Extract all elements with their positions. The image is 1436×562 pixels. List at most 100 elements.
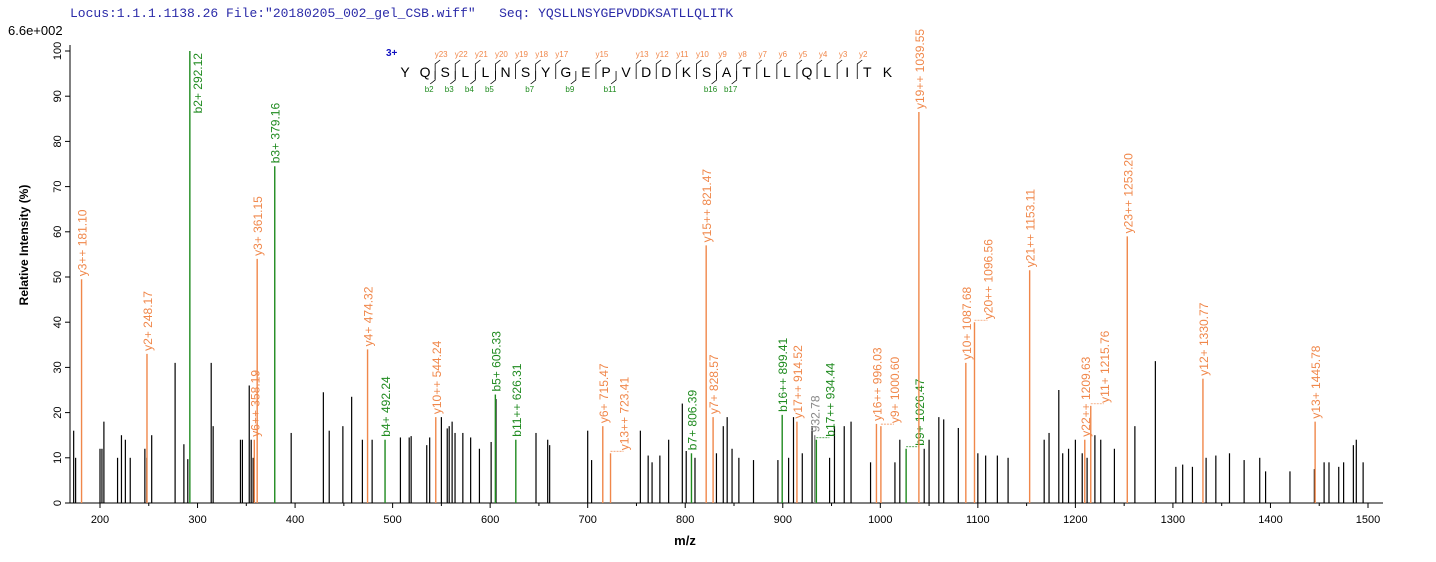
peak-label: y3++ 181.10 [76,209,90,276]
b-cleavage-mark [490,71,496,85]
x-axis-label: m/z [674,533,696,548]
y-cleavage-mark [796,59,803,79]
residue: Q [802,64,813,80]
b-cleavage-mark [731,71,738,85]
y-ion-label: y8 [738,50,747,59]
y-cleavage-mark [675,59,682,79]
peak-label: y6++ 358.19 [248,370,262,437]
y-cleavage-mark [816,59,823,79]
y-tick-label: 100 [52,42,64,60]
residue: L [482,64,490,80]
x-tick-label: 900 [774,514,792,526]
residue: D [661,64,671,80]
residue: G [560,64,571,80]
residue: L [763,64,771,80]
y-cleavage-mark [836,59,843,79]
b-ion-label: b16 [704,85,718,94]
peak-label: y9+ 1000.60 [888,356,902,423]
b-ion-label: b17 [724,85,738,94]
spectrum-header: Locus:1.1.1.1138.26 File:"20180205_002_g… [70,6,733,21]
y-ion-label: y13 [636,50,649,59]
y-cleavage-mark [655,59,662,79]
y-cleavage-mark [535,59,541,79]
x-tick-label: 700 [579,514,597,526]
peak-label: y11+ 1215.76 [1098,330,1112,403]
peak-label: b16++ 899.41 [776,337,790,411]
y-ion-label: y21 [475,50,488,59]
y-tick-label: 20 [52,406,64,418]
peak-label: y4+ 474.32 [362,286,376,346]
x-tick-label: 1100 [966,514,990,526]
file-text: File:"20180205_002_gel_CSB.wiff" [226,6,476,21]
peak-label: b7+ 806.39 [685,390,699,451]
y-cleavage-mark [736,59,742,79]
y-cleavage-mark [856,59,863,79]
peak-label: y16++ 996.03 [870,347,884,421]
y-cleavage-mark [555,59,561,79]
y-ion-label: y22 [455,50,468,59]
y-tick-label: 0 [52,500,64,506]
x-tick-label: 600 [481,514,499,526]
y-ion-label: y18 [535,50,548,59]
residue: S [441,64,450,80]
residue: K [883,64,893,80]
y-tick-label: 70 [52,180,64,192]
y-ion-label: y9 [718,50,727,59]
residue: K [682,64,692,80]
x-tick-label: 800 [676,514,694,526]
y-ion-label: y3 [839,50,848,59]
x-tick-label: 1000 [868,514,892,526]
seq-value: YQSLLNSYGEPVDDKSATLLQLITK [538,6,734,21]
peak-label: y2+ 248.17 [141,291,155,351]
y-tick-label: 60 [52,226,64,238]
residue: N [500,64,510,80]
y-tick-label: 50 [52,271,64,283]
peak-label: y19++ 1039.55 [913,29,927,109]
x-tick-label: 300 [188,514,206,526]
x-tick-label: 1200 [1063,514,1087,526]
x-tick-label: 1300 [1161,514,1185,526]
residue: D [641,64,651,80]
y-cleavage-mark [595,59,602,79]
residue: Q [420,64,431,80]
peak-label: b3+ 379.16 [269,103,283,164]
seq-label: Seq: [499,6,531,21]
y-cleavage-mark [454,59,461,79]
residue: Y [400,64,410,80]
b-ion-label: b5 [485,85,494,94]
residue: P [601,64,610,80]
y-ion-label: y20 [495,50,508,59]
y-ion-label: y6 [779,50,788,59]
y-ion-label: y10 [696,50,709,59]
y-cleavage-mark [434,59,441,79]
peak-label: y15++ 821.47 [700,169,714,243]
b-ion-label: b4 [465,85,474,94]
residue: T [863,64,872,80]
y-ion-label: y23 [435,50,448,59]
y-ion-label: y11 [676,50,689,59]
peak-label: y12+ 1330.77 [1197,302,1211,375]
y-tick-label: 40 [52,316,64,328]
b-cleavage-mark [711,71,717,85]
y-tick-label: 30 [52,361,64,373]
x-tick-label: 1400 [1258,514,1282,526]
y-cleavage-mark [474,59,481,79]
x-tick-label: 500 [383,514,401,526]
y-cleavage-mark [716,59,722,79]
residue: L [823,64,831,80]
peak-label: 932.78 [809,395,823,432]
b-ion-label: b9 [565,85,574,94]
peak-label: b11++ 626.31 [510,363,524,437]
b-ion-label: b2 [425,85,434,94]
peak-label: b4+ 492.24 [379,376,393,437]
y-cleavage-mark [756,59,762,79]
b-cleavage-mark [530,71,537,85]
peak-label: y21++ 1153.11 [1024,189,1038,268]
peak-label: y10+ 1087.68 [960,286,974,359]
y-ion-label: y5 [799,50,808,59]
peak-label: y23++ 1253.20 [1121,153,1135,233]
peak-label: y22++ 1209.63 [1079,356,1093,436]
y-ion-label: y7 [759,50,768,59]
